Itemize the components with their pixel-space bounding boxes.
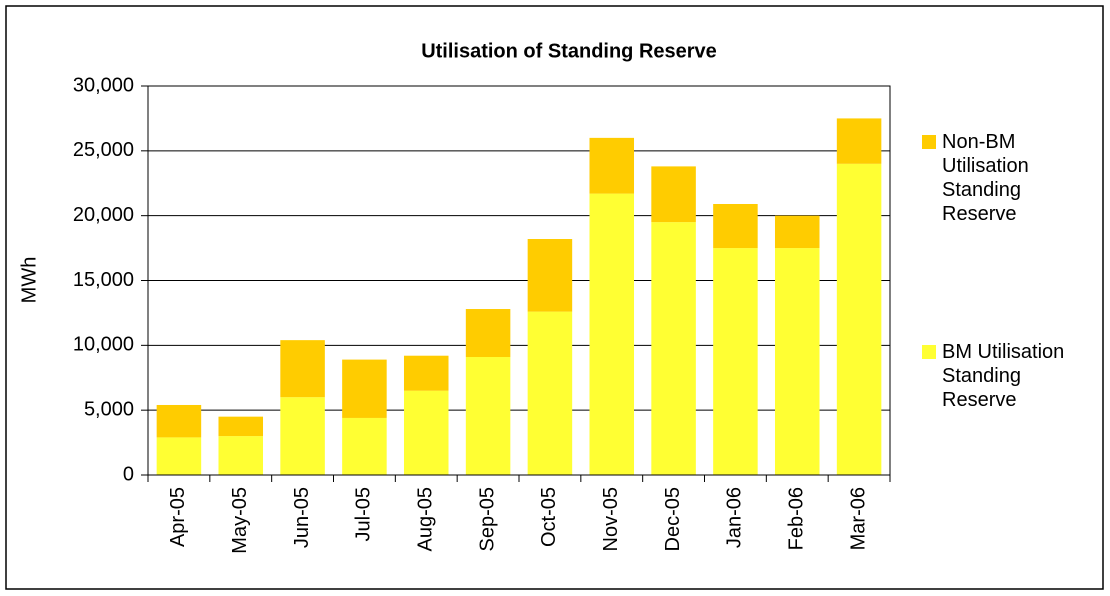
bar-segment <box>589 137 635 194</box>
bar-segment <box>156 437 202 475</box>
x-tick-label: Aug-05 <box>415 487 437 552</box>
legend-label: Non-BM Utilisation Standing Reserve <box>942 131 1029 225</box>
bar-segment <box>280 397 325 475</box>
x-tick-label: May-05 <box>229 487 251 554</box>
legend-label: BM Utilisation Standing Reserve <box>942 341 1065 411</box>
bar-segment <box>403 355 449 391</box>
x-tick-label: Jan-06 <box>724 487 746 548</box>
bar-segment <box>527 311 573 475</box>
bar-segment <box>342 359 387 418</box>
y-tick-label: 0 <box>123 463 134 485</box>
x-tick-label: Dec-05 <box>662 487 684 551</box>
bar-segment <box>156 404 202 438</box>
x-tick-label: Nov-05 <box>600 487 622 551</box>
bar-segment <box>342 417 387 475</box>
bar-segment <box>836 163 882 476</box>
bar-segment <box>651 166 696 223</box>
x-tick-label: Jun-05 <box>291 487 313 548</box>
bar-segment <box>651 222 696 475</box>
bar-segment <box>280 340 325 398</box>
bar-segment <box>465 309 511 358</box>
x-tick-label: Apr-05 <box>167 487 189 547</box>
bar-segment <box>527 239 573 312</box>
y-tick-label: 20,000 <box>73 204 134 226</box>
y-tick-label: 15,000 <box>73 269 134 291</box>
x-tick-label: Mar-06 <box>847 487 869 550</box>
bar-segment <box>403 390 449 475</box>
y-axis-title: MWh <box>18 257 40 304</box>
legend-swatch <box>922 345 936 359</box>
bar-segment <box>774 248 820 475</box>
y-tick-label: 10,000 <box>73 334 134 356</box>
legend-swatch <box>922 135 936 149</box>
chart-title: Utilisation of Standing Reserve <box>421 40 717 62</box>
bar-segment <box>713 203 758 249</box>
bar-segment <box>836 118 882 164</box>
bar-segment <box>218 416 264 437</box>
x-tick-label: Jul-05 <box>353 487 375 541</box>
y-tick-label: 25,000 <box>73 139 134 161</box>
x-tick-label: Sep-05 <box>476 487 498 551</box>
bar-segment <box>713 248 758 475</box>
bar-segment <box>465 357 511 475</box>
y-tick-label: 30,000 <box>73 74 134 96</box>
x-tick-label: Oct-05 <box>538 487 560 547</box>
bar-segment <box>218 436 264 475</box>
bar-segment <box>774 215 820 249</box>
x-tick-label: Feb-06 <box>786 487 808 550</box>
y-tick-label: 5,000 <box>84 398 134 420</box>
bar-segment <box>589 193 635 475</box>
